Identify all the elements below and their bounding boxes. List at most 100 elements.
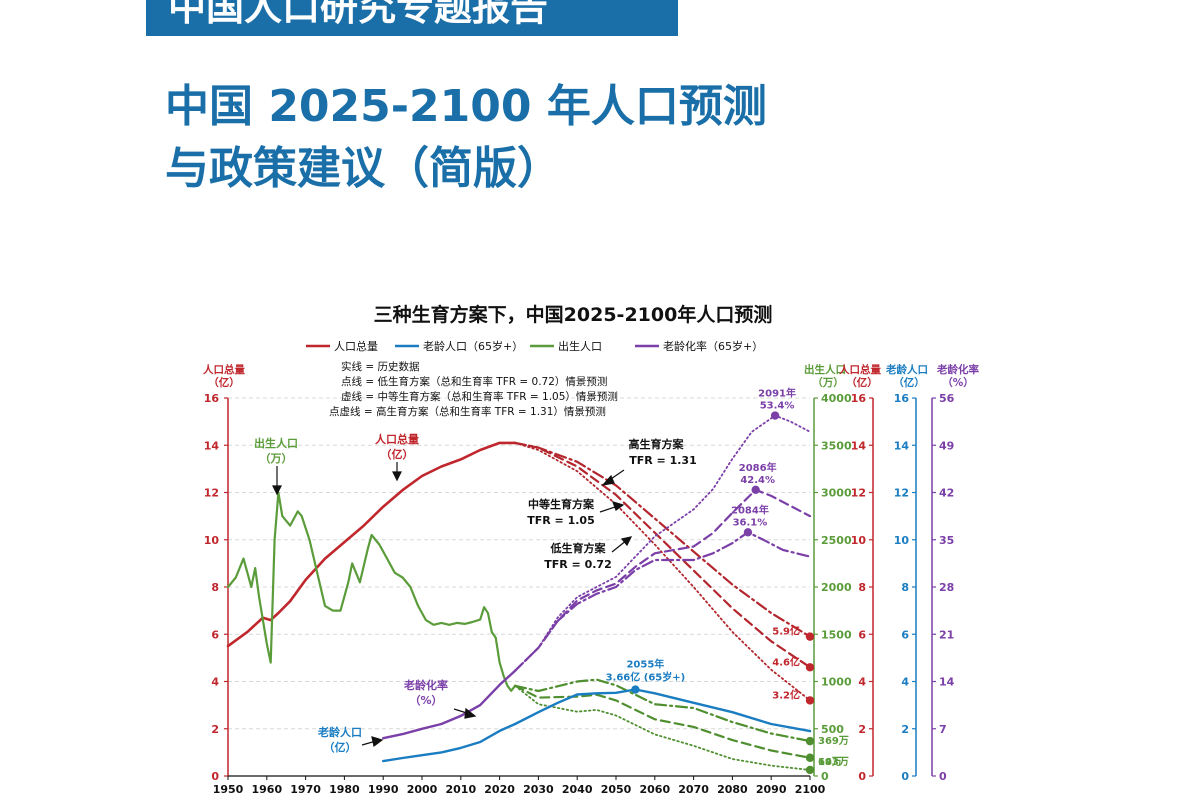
medium-scenario-label-1: 中等生育方案 xyxy=(528,497,595,511)
elderly-axis-title-1: 老龄人口 xyxy=(885,363,928,376)
series-aging-history xyxy=(382,669,517,740)
series-population-high xyxy=(513,441,812,638)
population-end-marker xyxy=(805,632,815,641)
x-axis-tick-label: 2070 xyxy=(678,783,709,796)
births-medium-end-label: 193万 xyxy=(818,756,849,768)
peak-2084-year: 2084年 xyxy=(731,503,769,516)
births-axis-title-2: （万） xyxy=(812,376,844,389)
line-style-notes: 实线 = 历史数据 点线 = 低生育方案（总和生育率 TFR = 0.72）情景… xyxy=(329,360,618,418)
inline-labels: 出生人口 （万） 人口总量 （亿） 老龄化率 （%） 老龄人口 （亿） 高生育方… xyxy=(254,432,697,754)
chart-title: 三种生育方案下，中国2025-2100年人口预测 xyxy=(374,303,773,326)
births-axis-title-1: 出生人口 xyxy=(804,363,846,376)
left-axis-tick-label: 4 xyxy=(211,676,219,689)
x-axis-tick-label: 1950 xyxy=(213,783,244,796)
right-population-axis-tick-label: 12 xyxy=(851,487,866,500)
x-axis-tick-label: 2040 xyxy=(562,783,593,796)
series-aging-medium xyxy=(513,488,812,672)
grid-layer xyxy=(228,397,810,730)
right-pop-axis-title-2: （亿） xyxy=(846,376,878,389)
series-births-medium xyxy=(513,684,812,759)
legend: 人口总量 老龄人口（65岁+） 出生人口 老龄化率（65岁+） xyxy=(306,339,763,353)
x-axis-tick-label: 1970 xyxy=(290,783,321,796)
births-axis-tick-label: 1500 xyxy=(821,628,852,641)
aging-axis-tick-label: 0 xyxy=(939,770,947,783)
births-end-marker xyxy=(805,765,815,775)
aging-axis-tick-label: 28 xyxy=(939,581,954,594)
x-axis-tick-label: 2000 xyxy=(407,783,438,796)
low-scenario-label-2: TFR = 0.72 xyxy=(544,558,612,571)
population-label-2: （亿） xyxy=(381,447,414,461)
left-axis-tick-label: 16 xyxy=(204,392,220,405)
callout-arrows xyxy=(272,462,633,748)
elderly-axis-tick-label: 0 xyxy=(901,770,909,783)
peak-2086-value: 42.4% xyxy=(740,475,775,486)
population-label-1: 人口总量 xyxy=(375,432,419,446)
aging-peak-marker xyxy=(743,528,753,537)
aging-label-1: 老龄化率 xyxy=(403,678,448,692)
axis-titles: 人口总量 （亿） 出生人口 （万） 人口总量 （亿） 老龄人口 （亿） 老龄化率… xyxy=(203,363,979,389)
series-aging-low xyxy=(514,414,811,672)
series-elderly-projection xyxy=(513,688,812,733)
right-population-axis-tick-label: 16 xyxy=(851,392,867,405)
legend-label-births: 出生人口 xyxy=(558,339,602,353)
aging-axis-tick-label: 56 xyxy=(939,392,955,405)
left-axis-title-2: （亿） xyxy=(208,376,240,389)
population-end-marker xyxy=(805,663,815,672)
aging-axis-tick-label: 21 xyxy=(939,628,954,641)
elderly-axis-tick-label: 10 xyxy=(894,534,910,547)
births-axis-tick-label: 500 xyxy=(821,723,844,736)
note-solid: 实线 = 历史数据 xyxy=(341,360,420,373)
x-axis-tick-label: 2050 xyxy=(601,783,632,796)
pop-high-end-label: 5.9亿 xyxy=(772,625,800,638)
title-line-2: 与政策建议（简版） xyxy=(165,143,561,194)
aging-axis-tick-label: 35 xyxy=(939,534,954,547)
label-layer xyxy=(631,411,815,775)
x-axis-tick-label: 2010 xyxy=(445,783,476,796)
elderly-peak-marker xyxy=(631,685,640,694)
x-axis-tick-label: 2020 xyxy=(484,783,515,796)
aging-peak-marker xyxy=(751,485,760,494)
note-dotted: 点线 = 低生育方案（总和生育率 TFR = 0.72）情景预测 xyxy=(341,375,607,388)
series-aging-high xyxy=(513,531,812,672)
elderly-axis-tick-label: 2 xyxy=(901,723,909,736)
aging-axis-tick-label: 14 xyxy=(939,676,955,689)
note-dashed: 虚线 = 中等生育方案（总和生育率 TFR = 1.05）情景预测 xyxy=(341,390,618,403)
series-population-history xyxy=(226,441,517,648)
left-axis-tick-label: 2 xyxy=(211,723,219,736)
elderly-axis-tick-label: 12 xyxy=(894,487,909,500)
births-end-marker xyxy=(805,736,815,746)
aging-axis-tick-label: 7 xyxy=(939,723,947,736)
legend-label-population: 人口总量 xyxy=(334,339,378,353)
elderly-axis-tick-label: 4 xyxy=(901,676,909,689)
x-axis-tick-label: 2060 xyxy=(639,783,670,796)
peak-2091-value: 53.4% xyxy=(760,401,795,412)
aging-peak-marker xyxy=(770,411,780,420)
births-axis-tick-label: 2000 xyxy=(821,581,852,594)
elderly-axis-tick-label: 14 xyxy=(894,439,910,452)
title-line-1: 中国 2025-2100 年人口预测 xyxy=(165,81,767,132)
births-end-marker xyxy=(805,753,815,762)
aging-axis-tick-label: 42 xyxy=(939,487,954,500)
report-banner: 中国人口研究专题报告 xyxy=(146,0,678,36)
left-axis-tick-label: 12 xyxy=(204,487,219,500)
elderly-axis-tick-label: 16 xyxy=(894,392,910,405)
births-axis-tick-label: 2500 xyxy=(821,534,852,547)
elderly-label-2: （亿） xyxy=(324,740,357,754)
high-scenario-label-2: TFR = 1.31 xyxy=(629,454,697,467)
right-pop-axis-title-1: 人口总量 xyxy=(839,363,881,376)
medium-scenario-label-2: TFR = 1.05 xyxy=(527,514,595,527)
elderly-peak-year: 2055年 xyxy=(626,658,664,671)
right-population-axis-tick-label: 2 xyxy=(858,723,866,736)
births-high-end-label: 369万 xyxy=(818,735,849,747)
right-population-axis-tick-label: 8 xyxy=(858,581,866,594)
peak-2086-year: 2086年 xyxy=(739,461,777,474)
left-axis-tick-label: 6 xyxy=(211,628,219,641)
aging-axis-tick-label: 49 xyxy=(939,439,954,452)
right-population-axis-tick-label: 14 xyxy=(851,439,867,452)
right-population-axis-tick-label: 10 xyxy=(851,534,867,547)
births-axis-tick-label: 3500 xyxy=(821,439,852,452)
x-axis-tick-label: 2090 xyxy=(756,783,787,796)
elderly-peak-value: 3.66亿 (65岁+) xyxy=(606,671,686,684)
right-population-axis-tick-label: 4 xyxy=(858,676,866,689)
